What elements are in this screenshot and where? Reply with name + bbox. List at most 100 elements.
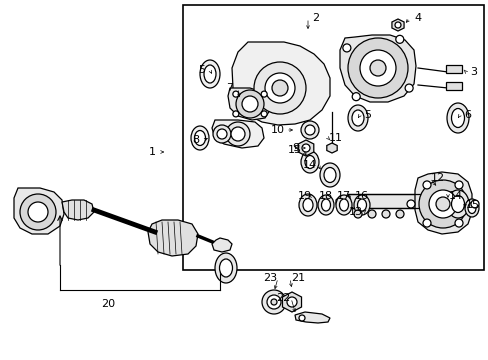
Text: 21: 21 (290, 273, 305, 283)
Text: 18: 18 (318, 191, 332, 201)
Polygon shape (326, 143, 337, 153)
Circle shape (264, 73, 294, 103)
Circle shape (428, 190, 456, 218)
Text: 12: 12 (430, 173, 444, 183)
Circle shape (20, 194, 56, 230)
Circle shape (270, 299, 276, 305)
Circle shape (302, 144, 309, 152)
Ellipse shape (203, 65, 216, 83)
Polygon shape (212, 120, 264, 148)
Polygon shape (282, 292, 301, 312)
Circle shape (266, 295, 281, 309)
Ellipse shape (319, 163, 339, 187)
Bar (445, 82, 461, 90)
Circle shape (454, 181, 462, 189)
Circle shape (418, 180, 466, 228)
Text: 9: 9 (292, 143, 299, 153)
Circle shape (305, 125, 314, 135)
Circle shape (395, 210, 403, 218)
Circle shape (404, 84, 412, 92)
Circle shape (301, 121, 318, 139)
Ellipse shape (200, 60, 220, 88)
Circle shape (271, 80, 287, 96)
Circle shape (217, 129, 226, 139)
Text: 15: 15 (287, 145, 302, 155)
Circle shape (395, 35, 403, 43)
Text: 11: 11 (328, 133, 342, 143)
Ellipse shape (347, 105, 367, 131)
Circle shape (435, 197, 449, 211)
Circle shape (342, 44, 350, 52)
Circle shape (261, 91, 266, 97)
Circle shape (367, 210, 375, 218)
Polygon shape (212, 238, 231, 252)
Circle shape (286, 297, 296, 307)
Text: 10: 10 (270, 125, 285, 135)
Polygon shape (298, 140, 313, 156)
Ellipse shape (301, 151, 318, 173)
Polygon shape (391, 19, 403, 31)
Circle shape (347, 38, 407, 98)
Text: 2: 2 (312, 13, 319, 23)
Circle shape (422, 219, 430, 227)
Circle shape (213, 125, 230, 143)
Circle shape (253, 62, 305, 114)
Polygon shape (148, 220, 198, 256)
Polygon shape (335, 196, 349, 206)
Text: 4: 4 (414, 13, 421, 23)
Ellipse shape (357, 199, 366, 211)
Text: 17: 17 (336, 191, 350, 201)
Ellipse shape (219, 259, 232, 277)
Polygon shape (62, 200, 94, 220)
Circle shape (225, 122, 249, 146)
Text: 16: 16 (354, 191, 368, 201)
Circle shape (232, 91, 238, 97)
Text: 3: 3 (469, 67, 476, 77)
Polygon shape (414, 172, 471, 234)
Ellipse shape (450, 108, 464, 127)
Ellipse shape (464, 199, 478, 217)
Bar (347, 194, 419, 208)
Circle shape (422, 181, 430, 189)
Text: 22: 22 (275, 293, 289, 303)
Polygon shape (294, 312, 329, 323)
Polygon shape (231, 42, 329, 125)
Bar (445, 65, 461, 73)
Ellipse shape (317, 195, 333, 215)
Text: 8: 8 (192, 135, 199, 145)
Ellipse shape (321, 199, 330, 211)
Circle shape (381, 210, 389, 218)
Circle shape (230, 127, 244, 141)
Circle shape (232, 111, 238, 117)
Circle shape (454, 219, 462, 227)
Text: 5: 5 (364, 110, 371, 120)
Polygon shape (14, 188, 64, 234)
Circle shape (28, 202, 48, 222)
Text: 19: 19 (297, 191, 311, 201)
Text: 13: 13 (348, 207, 362, 217)
Ellipse shape (351, 110, 363, 126)
Ellipse shape (353, 195, 369, 215)
Ellipse shape (335, 195, 351, 215)
Circle shape (242, 96, 258, 112)
Ellipse shape (303, 198, 312, 211)
Circle shape (351, 93, 360, 101)
Ellipse shape (298, 194, 316, 216)
Ellipse shape (194, 130, 205, 145)
Text: 6: 6 (464, 110, 470, 120)
Ellipse shape (339, 199, 348, 211)
Bar (183, 5, 483, 270)
Circle shape (262, 290, 285, 314)
Ellipse shape (450, 195, 464, 212)
Text: 1: 1 (148, 147, 155, 157)
Ellipse shape (215, 253, 237, 283)
Text: 23: 23 (263, 273, 277, 283)
Text: 14: 14 (303, 160, 316, 170)
Ellipse shape (324, 167, 335, 183)
Circle shape (298, 315, 305, 321)
Ellipse shape (446, 103, 468, 133)
Text: 14: 14 (448, 191, 462, 201)
Polygon shape (227, 88, 269, 120)
Ellipse shape (191, 126, 208, 150)
Circle shape (406, 200, 414, 208)
